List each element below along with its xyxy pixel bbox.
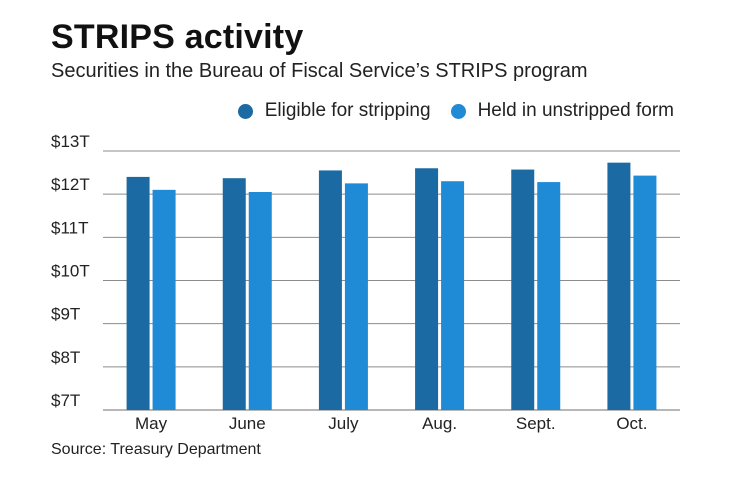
chart-subtitle: Securities in the Bureau of Fiscal Servi… <box>51 60 588 82</box>
x-tick-label: Aug. <box>422 414 457 433</box>
bar-eligible <box>222 178 246 410</box>
legend-label-held: Held in unstripped form <box>477 100 674 121</box>
x-tick-label: May <box>135 414 168 433</box>
legend-label-eligible: Eligible for stripping <box>264 100 431 121</box>
bar-eligible <box>126 176 150 410</box>
y-tick-label: $11T <box>51 218 89 237</box>
y-tick-label: $13T <box>51 132 90 151</box>
y-tick-label: $7T <box>51 391 80 410</box>
bar-held <box>537 182 561 410</box>
bar-held <box>441 181 465 410</box>
bar-eligible <box>607 162 631 410</box>
bar-held <box>633 175 657 410</box>
bar-eligible <box>415 168 439 410</box>
y-tick-label: $10T <box>51 262 90 281</box>
bar-held <box>152 189 176 410</box>
x-tick-label: July <box>328 414 359 433</box>
legend-item-eligible: Eligible for stripping <box>237 100 431 122</box>
x-tick-label: Sept. <box>516 414 556 433</box>
source-note: Source: Treasury Department <box>51 441 261 458</box>
legend-swatch-held <box>450 103 466 119</box>
chart-title: STRIPS activity <box>51 18 304 56</box>
legend-swatch-eligible <box>237 103 253 119</box>
bar-eligible <box>511 169 535 410</box>
y-tick-label: $12T <box>51 175 90 194</box>
y-tick-label: $8T <box>51 348 80 367</box>
y-tick-label: $9T <box>51 305 80 324</box>
x-tick-label: June <box>229 414 266 433</box>
chart-legend: Eligible for stripping Held in unstrippe… <box>224 100 674 122</box>
bar-held <box>248 192 272 410</box>
bar-held <box>344 183 368 410</box>
x-tick-label: Oct. <box>616 414 647 433</box>
bar-eligible <box>318 170 342 410</box>
legend-item-held: Held in unstripped form <box>450 100 674 122</box>
